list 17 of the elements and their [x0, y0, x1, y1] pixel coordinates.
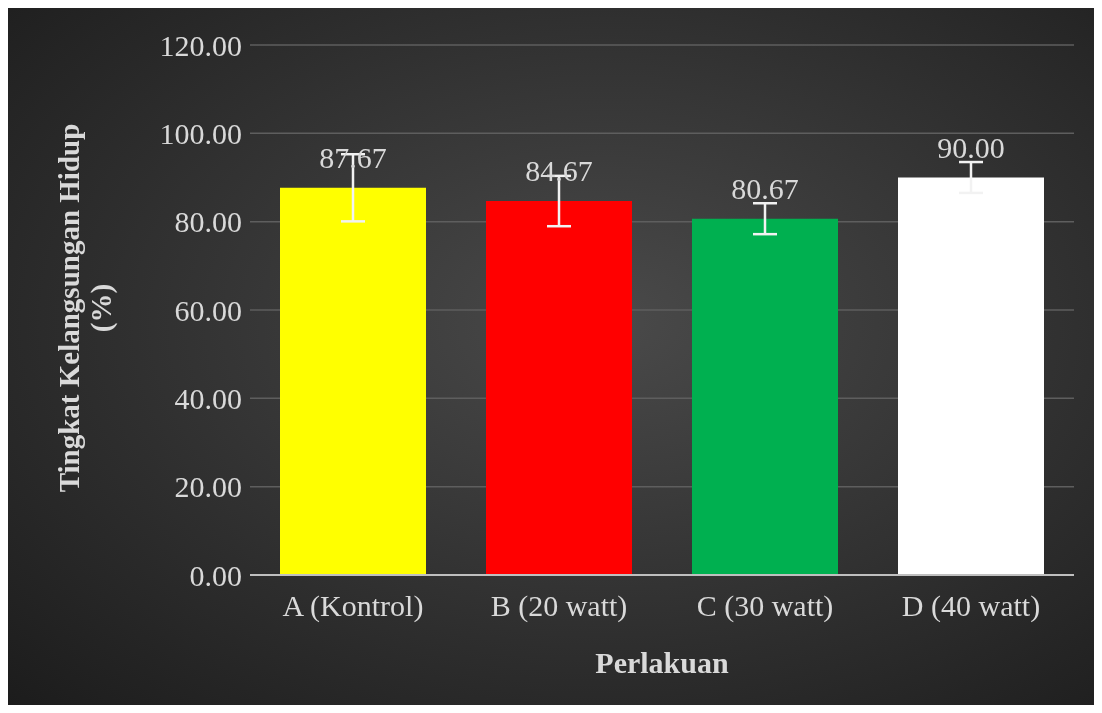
x-tick-label: C (30 watt) — [696, 589, 834, 624]
x-tick-label: B (20 watt) — [490, 589, 628, 624]
x-axis-title: Perlakuan — [595, 646, 729, 679]
y-tick-label: 40.00 — [174, 381, 242, 415]
y-tick-label: 120.00 — [159, 28, 242, 62]
y-tick-label: 60.00 — [174, 293, 242, 327]
y-axis-title: Tingkat Kelangsungan Hidup (%) — [53, 123, 118, 493]
data-label: 84.67 — [525, 154, 593, 188]
data-label: 80.67 — [731, 171, 799, 205]
y-tick-label: 100.00 — [159, 116, 242, 150]
data-label: 90.00 — [937, 130, 1005, 164]
x-tick-label: A (Kontrol) — [282, 589, 424, 624]
y-tick-label: 0.00 — [189, 558, 242, 592]
x-tick-label: D (40 watt) — [901, 589, 1041, 624]
y-tick-label: 20.00 — [174, 470, 242, 504]
y-tick-label: 80.00 — [174, 205, 242, 239]
data-label: 87.67 — [319, 140, 387, 174]
